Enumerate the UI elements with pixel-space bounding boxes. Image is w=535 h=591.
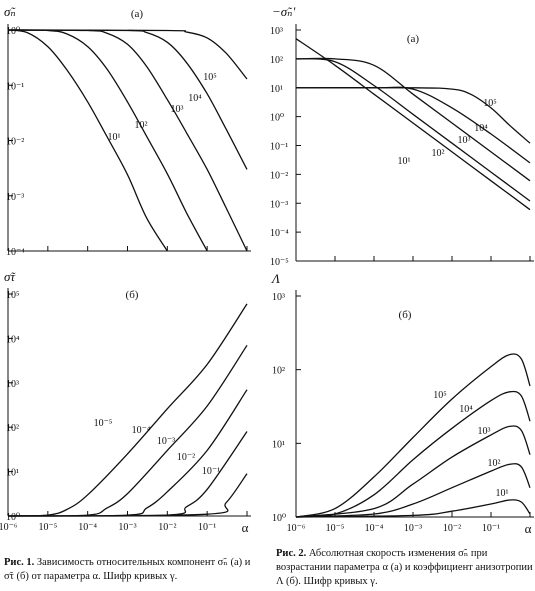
- chart4-panel-label: (б): [399, 309, 412, 321]
- chart1-series-label: 10²: [135, 120, 148, 131]
- chart1-series-line: [7, 29, 208, 252]
- chart2-y-tick-label: 10¹: [270, 84, 283, 95]
- chart1-y-tick-label: 10⁻²: [6, 137, 24, 148]
- chart3-x-label: α: [242, 520, 249, 535]
- chart1-y-tick-label: 10⁰: [6, 26, 20, 37]
- chart4-series-label: 10³: [478, 426, 491, 437]
- chart1-panel-label: (а): [131, 8, 144, 20]
- chart2-panel-label: (а): [407, 33, 420, 45]
- chart3-y-tick-label: 10²: [6, 423, 19, 434]
- chart4-x-tick-label: 10⁻⁴: [365, 523, 384, 534]
- chart3-series-line: [7, 344, 248, 517]
- chart4-series-line: [295, 499, 531, 518]
- chart4-y-tick-label: 10¹: [272, 439, 285, 450]
- chart4-y-tick-label: 10³: [272, 292, 285, 303]
- chart4-y-tick-label: 10²: [272, 366, 285, 377]
- chart3-x-tick-label: 10⁻⁶: [0, 522, 18, 533]
- caption-fig2-label: Рис. 2.: [276, 548, 307, 559]
- caption-fig2: Рис. 2. Абсолютная скорость изменения σ̃…: [276, 547, 534, 589]
- chart3-y-tick-label: 10³: [6, 379, 19, 390]
- chart4-series-line: [295, 425, 531, 518]
- caption-fig1-text: Зависимость относительных компонент σ̃ₙ …: [4, 557, 251, 582]
- chart4-x-tick-label: 10⁻³: [404, 523, 422, 534]
- chart2-y-tick-label: 10⁻²: [270, 170, 288, 181]
- chart2-y-tick-label: 10²: [270, 55, 283, 66]
- caption-fig2-text: Абсолютная скорость изменения σ̃ₙ при во…: [276, 548, 533, 587]
- chart4-x-label: α: [525, 521, 532, 536]
- chart4-series-label: 10¹: [496, 488, 509, 499]
- chart3-series-line: [7, 303, 248, 517]
- chart3-panel-label: (б): [126, 289, 139, 301]
- chart3-y-tick-label: 10¹: [6, 468, 19, 479]
- chart3-x-tick-label: 10⁻¹: [198, 522, 216, 533]
- chart3-x-tick-label: 10⁻³: [118, 522, 136, 533]
- chart2-series-line: [295, 57, 531, 182]
- caption-fig1-label: Рис. 1.: [4, 557, 35, 568]
- chart4-series-line: [295, 390, 531, 518]
- chart1-y-label: σ̃ₙ: [4, 4, 16, 19]
- chart3-series-label: 10⁻³: [157, 436, 175, 447]
- chart2-y-tick-label: 10⁻⁴: [270, 228, 289, 239]
- chart4-x-tick-label: 10⁻¹: [482, 523, 500, 534]
- chart2-y-tick-label: 10⁰: [270, 113, 284, 124]
- chart2-y-tick-label: 10⁻⁵: [270, 257, 289, 268]
- chart2-y-tick-label: 10³: [270, 26, 283, 37]
- chart3-y-tick-label: 10⁵: [6, 290, 20, 301]
- chart1-series-line: [7, 29, 248, 170]
- chart4-x-tick-label: 10⁻⁶: [287, 523, 306, 534]
- chart3-series-label: 10⁻⁴: [132, 425, 151, 436]
- chart1-y-tick-label: 10⁻⁴: [6, 247, 25, 258]
- chart4-x-tick-label: 10⁻²: [443, 523, 461, 534]
- chart1-series-line: [7, 29, 248, 80]
- caption-fig1: Рис. 1. Зависимость относительных компон…: [4, 556, 259, 584]
- chart2-series-label: 10⁵: [483, 98, 497, 109]
- chart3-series-line: [7, 389, 248, 517]
- chart2-y-tick-label: 10⁻¹: [270, 142, 288, 153]
- chart4-y-tick-label: 10⁰: [272, 513, 286, 524]
- chart2-series-label: 10³: [458, 135, 471, 146]
- chart1-series-line: [7, 29, 168, 252]
- chart2-series-line: [295, 87, 531, 144]
- chart3-series-label: 10⁻²: [177, 452, 195, 463]
- chart1-series-label: 10¹: [108, 132, 121, 143]
- chart1-series-line: [7, 29, 248, 252]
- chart1-series-label: 10³: [171, 104, 184, 115]
- chart2-series-label: 10¹: [398, 156, 411, 167]
- chart4-series-line: [295, 353, 531, 518]
- chart4-series-label: 10²: [488, 458, 501, 469]
- chart3-x-tick-label: 10⁻²: [158, 522, 176, 533]
- chart1-series-label: 10⁴: [188, 93, 202, 104]
- chart4-series-label: 10⁴: [459, 404, 473, 415]
- chart1-y-tick-label: 10⁻³: [6, 192, 24, 203]
- chart4-series-line: [295, 463, 531, 518]
- chart2-series-label: 10²: [432, 148, 445, 159]
- chart4-y-label: Λ: [270, 271, 280, 286]
- chart2-series-line: [295, 58, 531, 202]
- chart4-series-label: 10⁵: [433, 390, 447, 401]
- chart2-y-tick-label: 10⁻³: [270, 199, 288, 210]
- chart1-y-tick-label: 10⁻¹: [6, 81, 24, 92]
- chart3-y-tick-label: 10⁴: [6, 334, 20, 345]
- chart1-series-label: 10⁵: [203, 72, 217, 83]
- chart4-x-tick-label: 10⁻⁵: [326, 523, 345, 534]
- chart3-series-label: 10⁻⁵: [94, 418, 113, 429]
- chart2-y-label: −σ̃ₙ′: [272, 4, 295, 19]
- chart3-x-tick-label: 10⁻⁵: [38, 522, 57, 533]
- chart2-series-line: [295, 38, 531, 211]
- chart3-series-label: 10⁻¹: [202, 466, 220, 477]
- chart3-y-label: σ̃τ: [4, 269, 16, 284]
- chart3-x-tick-label: 10⁻⁴: [78, 522, 97, 533]
- chart3-y-tick-label: 10⁰: [6, 512, 20, 523]
- chart2-series-label: 10⁴: [474, 123, 488, 134]
- chart3-series-line: [7, 473, 248, 517]
